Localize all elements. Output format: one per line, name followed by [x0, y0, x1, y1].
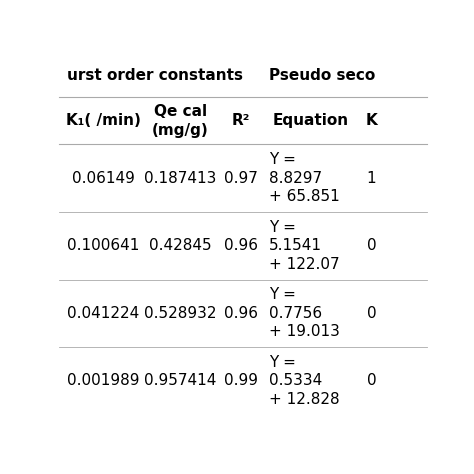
Text: Pseudo seco: Pseudo seco — [269, 68, 375, 83]
Text: 0.06149: 0.06149 — [72, 171, 135, 186]
Text: Y =
0.7756
+ 19.013: Y = 0.7756 + 19.013 — [269, 287, 339, 339]
Text: 0.001989: 0.001989 — [67, 374, 139, 388]
Text: 0.99: 0.99 — [224, 374, 258, 388]
Text: 0: 0 — [367, 374, 376, 388]
Text: R²: R² — [232, 113, 250, 128]
Text: 0: 0 — [367, 238, 376, 253]
Text: 0.96: 0.96 — [224, 306, 258, 321]
Text: Y =
8.8297
+ 65.851: Y = 8.8297 + 65.851 — [269, 152, 339, 204]
Text: urst order constants: urst order constants — [66, 68, 243, 83]
Text: 0.187413: 0.187413 — [144, 171, 217, 186]
Text: 0.42845: 0.42845 — [149, 238, 212, 253]
Text: 0.97: 0.97 — [224, 171, 258, 186]
Text: 0.528932: 0.528932 — [144, 306, 217, 321]
Text: Y =
5.1541
+ 122.07: Y = 5.1541 + 122.07 — [269, 219, 339, 272]
Text: 0.96: 0.96 — [224, 238, 258, 253]
Text: 0: 0 — [367, 306, 376, 321]
Text: Qe cal
(mg/g): Qe cal (mg/g) — [152, 104, 209, 137]
Text: Y =
0.5334
+ 12.828: Y = 0.5334 + 12.828 — [269, 355, 339, 407]
Text: 0.041224: 0.041224 — [67, 306, 139, 321]
Text: 1: 1 — [367, 171, 376, 186]
Text: Equation: Equation — [273, 113, 349, 128]
Text: 0.100641: 0.100641 — [67, 238, 139, 253]
Text: K: K — [365, 113, 377, 128]
Text: K₁( /min): K₁( /min) — [66, 113, 141, 128]
Text: 0.957414: 0.957414 — [144, 374, 217, 388]
